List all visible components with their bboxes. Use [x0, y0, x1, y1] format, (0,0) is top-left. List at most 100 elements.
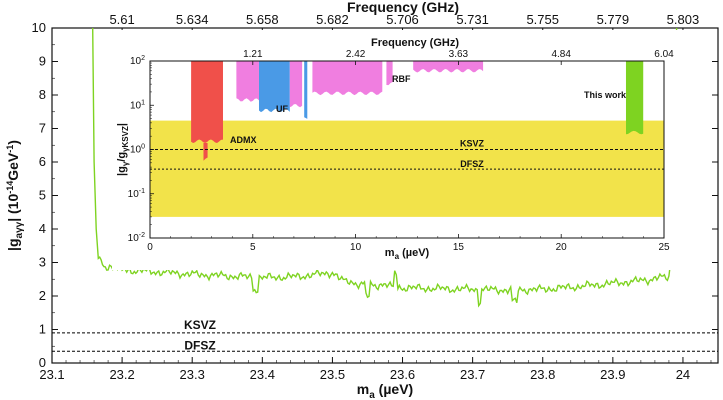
inset-region-haystac [236, 61, 259, 102]
x-axis-title-subscript: a [369, 390, 375, 400]
inset-y-tick-exponent: 2 [141, 55, 145, 62]
x-tick-label: 23.4 [250, 367, 275, 382]
inset-chart: 0 5 10 15 20 251.21 2.42 3.63 4.84 6.04Frequency … [112, 30, 692, 270]
inset-y-tick-base: 10 [130, 145, 142, 156]
inset-x-axis-title-subscript: a [395, 252, 400, 261]
top-tick-label: 5.731 [456, 12, 489, 27]
series-line-this-work [92, 27, 678, 308]
y-tick-label: 9 [39, 54, 46, 69]
inset-x-tick-label: 5 [250, 242, 256, 253]
inset-y-tick-exponent: -1 [139, 188, 145, 195]
inset-top-axis-title: Frequency (GHz) [371, 37, 459, 49]
y-axis-title: |gaγγ| (10-14GeV-1) [5, 140, 25, 251]
y-tick-label: 0 [39, 355, 46, 370]
inset-y-tick-base: 10 [128, 189, 140, 200]
inset-y-tick-exponent: -2 [139, 232, 145, 239]
x-axis-title-unit: eV) [391, 381, 413, 397]
annotation-ksvz: KSVZ [184, 318, 216, 332]
x-tick-label: 23.9 [600, 367, 625, 382]
y-axis-title-exponent: -14 [5, 181, 15, 194]
top-tick-label: 5.779 [597, 12, 630, 27]
inset-y-tick-label: 100 [130, 144, 145, 156]
inset-region-this-work [625, 61, 644, 135]
x-tick-label: 23.1 [39, 367, 64, 382]
inset-x-tick-label: 25 [658, 242, 670, 253]
inset-region-haystac [289, 61, 303, 108]
y-axis-title-unit-exponent: -1 [5, 145, 15, 153]
inset-y-tick-label: 101 [130, 99, 145, 111]
inset-x-axis-title-paren: ( [399, 247, 406, 259]
y-tick-label: 1 [39, 322, 46, 337]
inset-region-haystac [312, 61, 383, 96]
inset-top-tick-label: 2.42 [346, 49, 366, 60]
annotation-dfsz: DFSZ [184, 338, 215, 352]
inset-y-axis-title-ref-subscript: γKSVZ [121, 126, 130, 152]
inset-y-tick-exponent: 0 [141, 144, 145, 151]
inset-y-tick-label: 102 [130, 55, 145, 67]
inset-x-axis-title-unit-prefix: µ [406, 247, 412, 259]
inset-y-axis-title-subscript: γ [121, 161, 130, 166]
inset-region-uf-narrow [304, 61, 308, 119]
inset-x-axis-title: ma (µeV) [385, 247, 430, 261]
inset-y-tick-base: 10 [128, 233, 140, 244]
y-tick-label: 4 [39, 221, 46, 236]
x-tick-label: 23.7 [460, 367, 485, 382]
y-axis-title-paren: | (10 [5, 194, 21, 222]
top-tick-label: 5.61 [109, 12, 134, 27]
inset-region-uf [258, 61, 290, 113]
x-axis-title-paren: ( [375, 381, 384, 397]
annotation-rbf: RBF [392, 74, 411, 84]
inset-region-admx [191, 61, 223, 143]
inset-top-tick-label: 6.04 [654, 49, 674, 60]
x-axis-title-main: m [357, 381, 369, 397]
inset-y-axis-title-main: |g [116, 166, 128, 176]
inset-x-tick-label: 20 [556, 242, 568, 253]
y-axis-title-unit: GeV [5, 152, 21, 181]
top-tick-label: 5.634 [176, 12, 209, 27]
y-tick-label: 10 [32, 20, 46, 35]
annotation-inset-dfsz: DFSZ [460, 159, 484, 169]
inset-top-tick-label: 3.63 [449, 49, 469, 60]
y-tick-label: 6 [39, 154, 46, 169]
y-axis-title-subscript: aγγ [14, 221, 25, 238]
y-tick-label: 2 [39, 288, 46, 303]
inset-y-axis-title: |gγ/gγKSVZ| [116, 123, 130, 176]
main-chart: 23.1 23.2 23.3 23.4 23.5 23.6 23.7 23.8 23.9 2 4 5.… [5, 0, 719, 400]
top-tick-label: 5.706 [386, 12, 419, 27]
inset-x-axis-title-unit: eV) [412, 247, 429, 259]
y-axis-title-close: ) [5, 140, 21, 145]
top-tick-label: 5.803 [667, 12, 700, 27]
inset-top-tick-label: 4.84 [551, 49, 571, 60]
inset-region-admx-narrow [203, 143, 208, 161]
inset-region-capp [413, 61, 484, 73]
inset-region-rbf [386, 61, 393, 86]
y-tick-label: 3 [39, 255, 46, 270]
inset-y-tick-base: 10 [130, 100, 142, 111]
inset-x-tick-label: 10 [350, 242, 362, 253]
x-tick-label: 23.3 [180, 367, 205, 382]
inset-x-axis-title-main: m [385, 247, 395, 259]
inset-y-axis-title-ratio: /g [116, 152, 128, 162]
y-axis-title-main: |g [5, 238, 21, 250]
inset-x-tick-label: 0 [147, 242, 153, 253]
x-axis-title-unit-prefix: µ [383, 381, 391, 397]
annotation-admx: ADMX [230, 135, 257, 145]
top-tick-label: 5.658 [246, 12, 279, 27]
x-tick-label: 23.8 [530, 367, 555, 382]
inset-y-tick-base: 10 [130, 56, 142, 67]
annotation-inset-ksvz: KSVZ [460, 139, 485, 149]
x-tick-label: 23.5 [320, 367, 345, 382]
annotation-this-work: This work [584, 90, 627, 100]
top-tick-label: 5.755 [526, 12, 559, 27]
inset-y-tick-exponent: 1 [141, 99, 145, 106]
annotation-uf: UF [276, 104, 288, 114]
inset-y-tick-label: 10-1 [128, 188, 145, 200]
inset-y-axis-title-close: | [116, 123, 128, 126]
top-tick-label: 5.682 [316, 12, 349, 27]
y-tick-label: 7 [39, 121, 46, 136]
x-tick-label: 23.6 [390, 367, 415, 382]
x-tick-label: 23.2 [109, 367, 134, 382]
inset-x-tick-label: 15 [453, 242, 465, 253]
inset-y-tick-label: 10-2 [128, 232, 145, 244]
